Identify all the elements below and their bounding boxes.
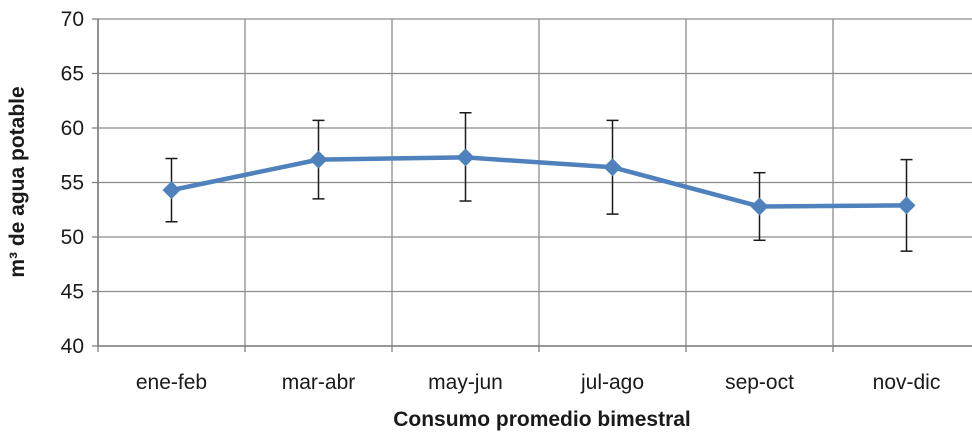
y-tick-label: 45 bbox=[61, 281, 84, 304]
y-tick-label: 60 bbox=[61, 117, 84, 140]
data-series bbox=[162, 148, 916, 216]
y-axis-title: m³ de agua potable bbox=[6, 86, 29, 277]
x-axis-title: Consumo promedio bimestral bbox=[393, 408, 691, 431]
data-point-marker bbox=[162, 181, 181, 200]
x-axis-ticks: ene-feb mar-abr may-jun jul-ago sep-oct nov-d… bbox=[136, 371, 940, 394]
x-tick-label: may-jun bbox=[428, 371, 503, 394]
series-line bbox=[171, 155, 907, 209]
data-point-marker bbox=[309, 150, 328, 169]
y-axis-ticks: 40 45 50 55 60 65 70 bbox=[61, 8, 84, 358]
x-tick-label: ene-feb bbox=[136, 371, 207, 394]
grid-lines bbox=[92, 18, 972, 352]
y-tick-label: 55 bbox=[61, 172, 84, 195]
x-tick-label: mar-abr bbox=[282, 371, 356, 394]
x-tick-label: nov-dic bbox=[873, 371, 941, 394]
x-tick-label: sep-oct bbox=[725, 371, 794, 394]
y-tick-label: 65 bbox=[61, 63, 84, 86]
x-tick-label: jul-ago bbox=[580, 371, 644, 394]
y-tick-label: 40 bbox=[61, 335, 84, 358]
data-point-marker bbox=[456, 148, 475, 167]
data-point-marker bbox=[750, 197, 769, 216]
data-point-marker bbox=[603, 158, 622, 177]
data-point-marker bbox=[897, 196, 916, 215]
y-tick-label: 70 bbox=[61, 8, 84, 31]
y-tick-label: 50 bbox=[61, 226, 84, 249]
